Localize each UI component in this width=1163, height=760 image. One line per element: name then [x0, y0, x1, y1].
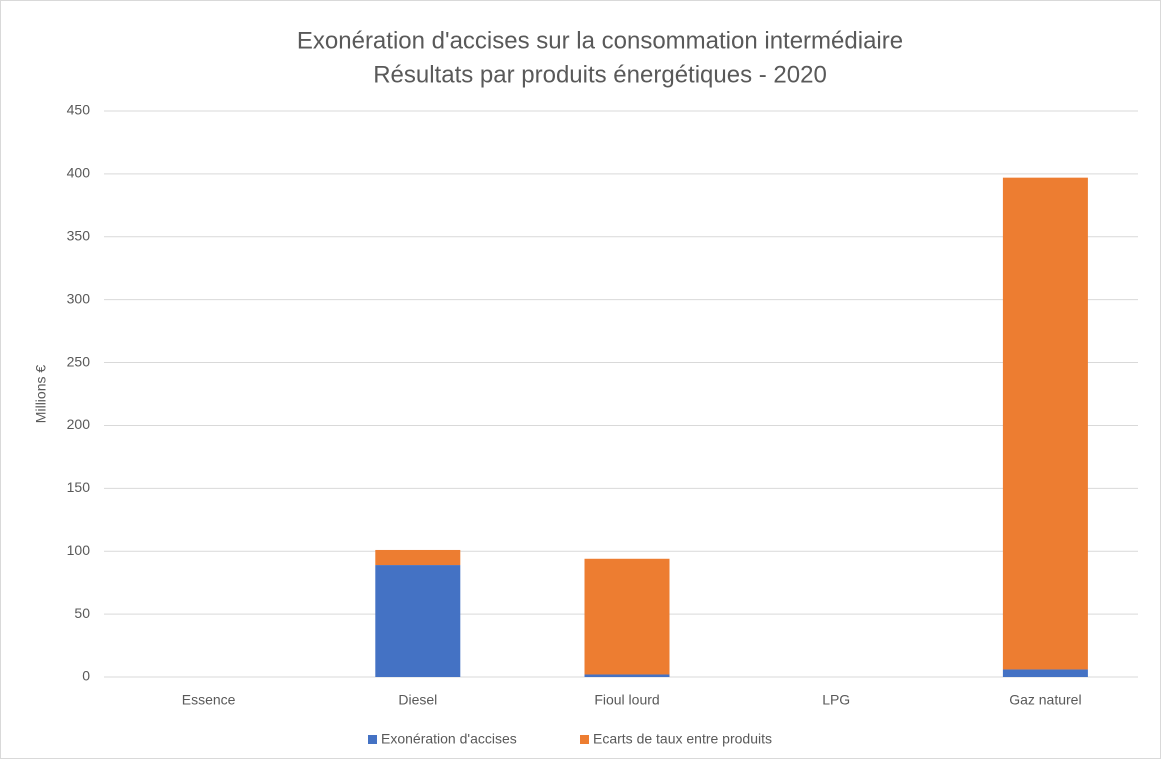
chart-title: Exonération d'accises sur la consommatio…	[297, 27, 903, 54]
y-tick-label: 400	[67, 165, 91, 181]
y-axis-label: Millions €	[33, 365, 49, 424]
bar-segment	[375, 549, 461, 566]
y-tick-label: 350	[67, 227, 91, 243]
legend-swatch	[580, 735, 589, 744]
x-tick-label: Diesel	[398, 692, 437, 708]
x-tick-label: Essence	[182, 692, 236, 708]
x-tick-label: LPG	[822, 692, 850, 708]
y-tick-label: 450	[67, 102, 91, 118]
legend-label: Ecarts de taux entre produits	[593, 731, 772, 747]
y-tick-label: 150	[67, 479, 91, 495]
y-tick-label: 100	[67, 542, 91, 558]
y-tick-label: 50	[74, 605, 90, 621]
bar-segment	[584, 558, 670, 675]
y-tick-label: 200	[67, 416, 91, 432]
bar-segment	[1002, 669, 1088, 677]
y-tick-label: 300	[67, 290, 91, 306]
y-tick-label: 250	[67, 353, 91, 369]
legend-swatch	[368, 735, 377, 744]
bar-segment	[584, 674, 670, 677]
chart-subtitle: Résultats par produits énergétiques - 20…	[373, 61, 827, 88]
x-tick-label: Fioul lourd	[594, 692, 659, 708]
x-tick-label: Gaz naturel	[1009, 692, 1081, 708]
legend-label: Exonération d'accises	[381, 731, 517, 747]
bar-segment	[1002, 177, 1088, 670]
y-tick-label: 0	[82, 668, 90, 684]
bar-segment	[375, 565, 461, 677]
